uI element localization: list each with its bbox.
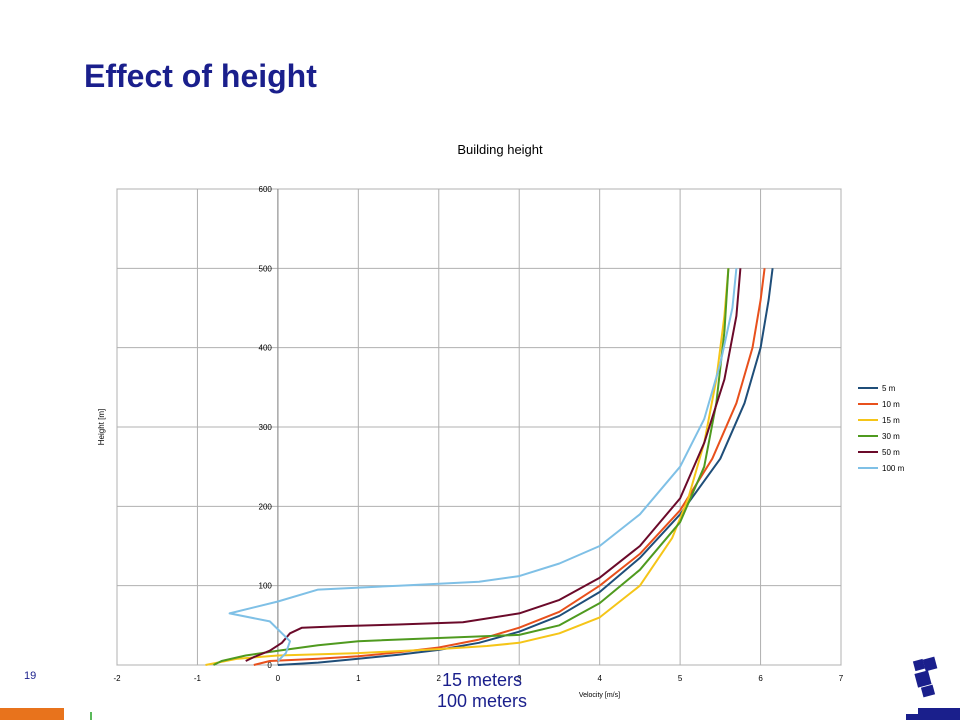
y-tick-label: 100 (259, 582, 273, 591)
series-line-15-m (205, 268, 730, 666)
legend-label: 10 m (882, 400, 900, 409)
legend-label: 15 m (882, 416, 900, 425)
overlay-text-2: 100 meters (436, 691, 528, 711)
series-line-30-m (213, 268, 730, 666)
x-tick-label: 5 (678, 674, 683, 683)
x-tick-label: 0 (276, 674, 281, 683)
x-tick-label: -1 (194, 674, 202, 683)
logo-icon (912, 656, 938, 698)
x-tick-label: 1 (356, 674, 361, 683)
legend-label: 50 m (882, 448, 900, 457)
x-tick-label: 6 (758, 674, 763, 683)
slide-number: 19 (24, 670, 37, 682)
footer-accent-notch (906, 714, 918, 720)
overlay-text-1: 15 meters (441, 670, 523, 690)
x-axis-label: Velocity [m/s] (579, 692, 620, 699)
y-tick-label: 300 (259, 423, 273, 432)
series-line-50-m (245, 268, 742, 662)
y-tick-label: 600 (259, 185, 273, 194)
x-tick-label: 7 (839, 674, 844, 683)
series-line-100-m (228, 268, 738, 662)
legend-label: 100 m (882, 464, 905, 473)
y-tick-label: 500 (259, 264, 273, 273)
footer-accent-tick (90, 712, 92, 720)
y-tick-label: 400 (259, 344, 273, 353)
footer-accent-orange (0, 708, 64, 720)
chart-title: Building height (457, 142, 543, 157)
series-line-10-m (253, 268, 766, 666)
legend-label: 30 m (882, 432, 900, 441)
y-tick-label: 200 (259, 502, 273, 511)
y-axis-label: Height [m] (97, 409, 106, 445)
x-tick-label: 4 (597, 674, 602, 683)
x-tick-label: -2 (113, 674, 121, 683)
series-line-5-m (277, 268, 774, 666)
legend-label: 5 m (882, 384, 896, 393)
y-tick-label: 0 (267, 661, 272, 670)
x-tick-label: 3 (517, 674, 522, 683)
x-tick-label: 2 (437, 674, 442, 683)
slide-title: Effect of height (84, 58, 317, 94)
footer-accent-navy (918, 708, 960, 720)
